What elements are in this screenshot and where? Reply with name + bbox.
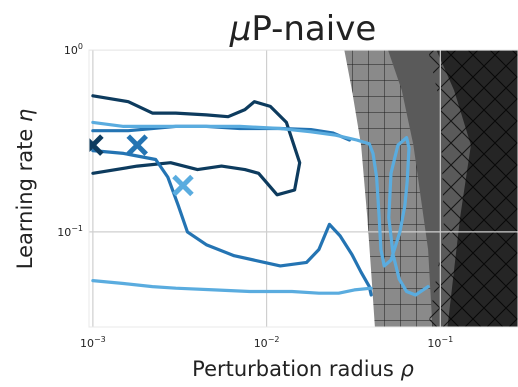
- plot-frame: [88, 49, 518, 328]
- x-marker-dark: [89, 134, 104, 156]
- x-tick-label: 10−1: [427, 335, 453, 350]
- y-axis-label-symbol: η: [13, 109, 37, 122]
- y-tick-labels: 100 10−1: [57, 42, 83, 239]
- title-suffix: P-naive: [251, 9, 376, 49]
- y-tick-label: 100: [64, 42, 83, 57]
- series-line-light-lower: [91, 279, 373, 295]
- x-tick-label: 10−2: [254, 335, 280, 350]
- series-line-mid-lower: [91, 149, 373, 297]
- shaded-regions: [344, 50, 518, 327]
- x-axis-label-text: Perturbation radius: [192, 357, 400, 381]
- y-axis-label: Learning rate η: [13, 109, 37, 270]
- x-marker-mid: [126, 134, 148, 156]
- optimum-markers: [89, 134, 194, 197]
- x-marker-stroke: [126, 134, 148, 156]
- series-line-dark: [91, 94, 302, 197]
- y-axis-label-text: Learning rate: [13, 122, 37, 269]
- series-line-light: [91, 120, 430, 297]
- x-marker-stroke: [89, 134, 104, 153]
- title-prefix: μ: [229, 9, 252, 49]
- x-axis-label-symbol: ρ: [401, 357, 415, 381]
- y-tick-label: 10−1: [57, 224, 83, 239]
- x-marker-light: [172, 174, 194, 197]
- shade-hatch-cross: [428, 50, 518, 327]
- x-tick-labels: 10−3 10−2 10−1: [80, 335, 453, 350]
- series-lines: [91, 94, 430, 297]
- x-marker-stroke: [172, 174, 194, 197]
- chart-title: μP-naive: [229, 9, 377, 49]
- x-axis-label: Perturbation radius ρ: [192, 357, 414, 381]
- x-tick-label: 10−3: [80, 335, 106, 350]
